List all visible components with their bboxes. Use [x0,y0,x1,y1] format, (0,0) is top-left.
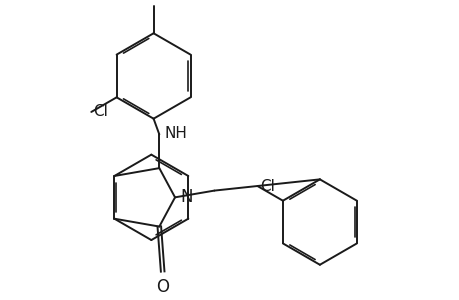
Text: N: N [180,188,193,206]
Text: Cl: Cl [259,178,274,194]
Text: Cl: Cl [93,104,108,119]
Text: O: O [156,278,169,296]
Text: NH: NH [165,126,187,141]
